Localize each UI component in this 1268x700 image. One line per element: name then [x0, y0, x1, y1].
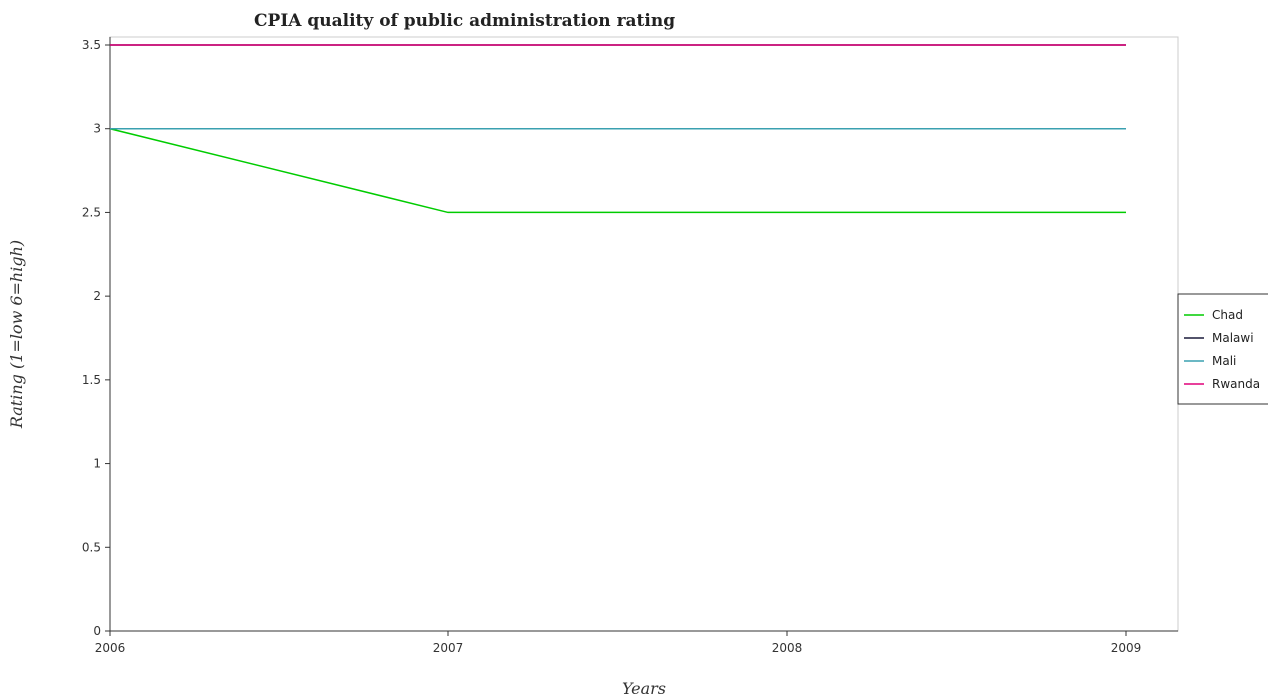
y-tick-label: 1.5 — [82, 373, 101, 387]
x-tick-label: 2009 — [1111, 641, 1142, 655]
series-lines — [109, 44, 1126, 214]
legend-label-mali: Mali — [1212, 354, 1236, 368]
x-tick-label: 2007 — [433, 641, 464, 655]
y-axis-title: Rating (1=low 6=high) — [7, 240, 26, 429]
legend-label-malawi: Malawi — [1212, 331, 1254, 345]
y-tick-label: 3.5 — [82, 38, 101, 52]
legend-box — [1177, 293, 1268, 405]
y-axis: 0 0.5 1 1.5 2 2.5 3 3.5 — [82, 37, 111, 638]
y-tick-label: 2 — [93, 289, 101, 303]
x-axis-title: Years — [622, 679, 666, 698]
x-tick-label: 2008 — [772, 641, 803, 655]
legend: Chad Malawi Mali Rwanda — [1177, 293, 1268, 405]
chart-title: CPIA quality of public administration ra… — [254, 11, 675, 31]
y-tick-label: 0.5 — [82, 540, 101, 554]
y-tick-label: 0 — [93, 624, 101, 638]
y-tick-label: 1 — [93, 457, 101, 471]
legend-label-chad: Chad — [1212, 308, 1243, 322]
series-line-chad — [109, 127, 1126, 214]
y-tick-label: 2.5 — [82, 205, 101, 219]
legend-label-rwanda: Rwanda — [1212, 377, 1260, 391]
plot-area — [109, 36, 1179, 632]
x-axis: 2006 2007 2008 2009 — [95, 630, 1178, 655]
y-tick-label: 3 — [93, 122, 101, 136]
x-tick-label: 2006 — [95, 641, 126, 655]
